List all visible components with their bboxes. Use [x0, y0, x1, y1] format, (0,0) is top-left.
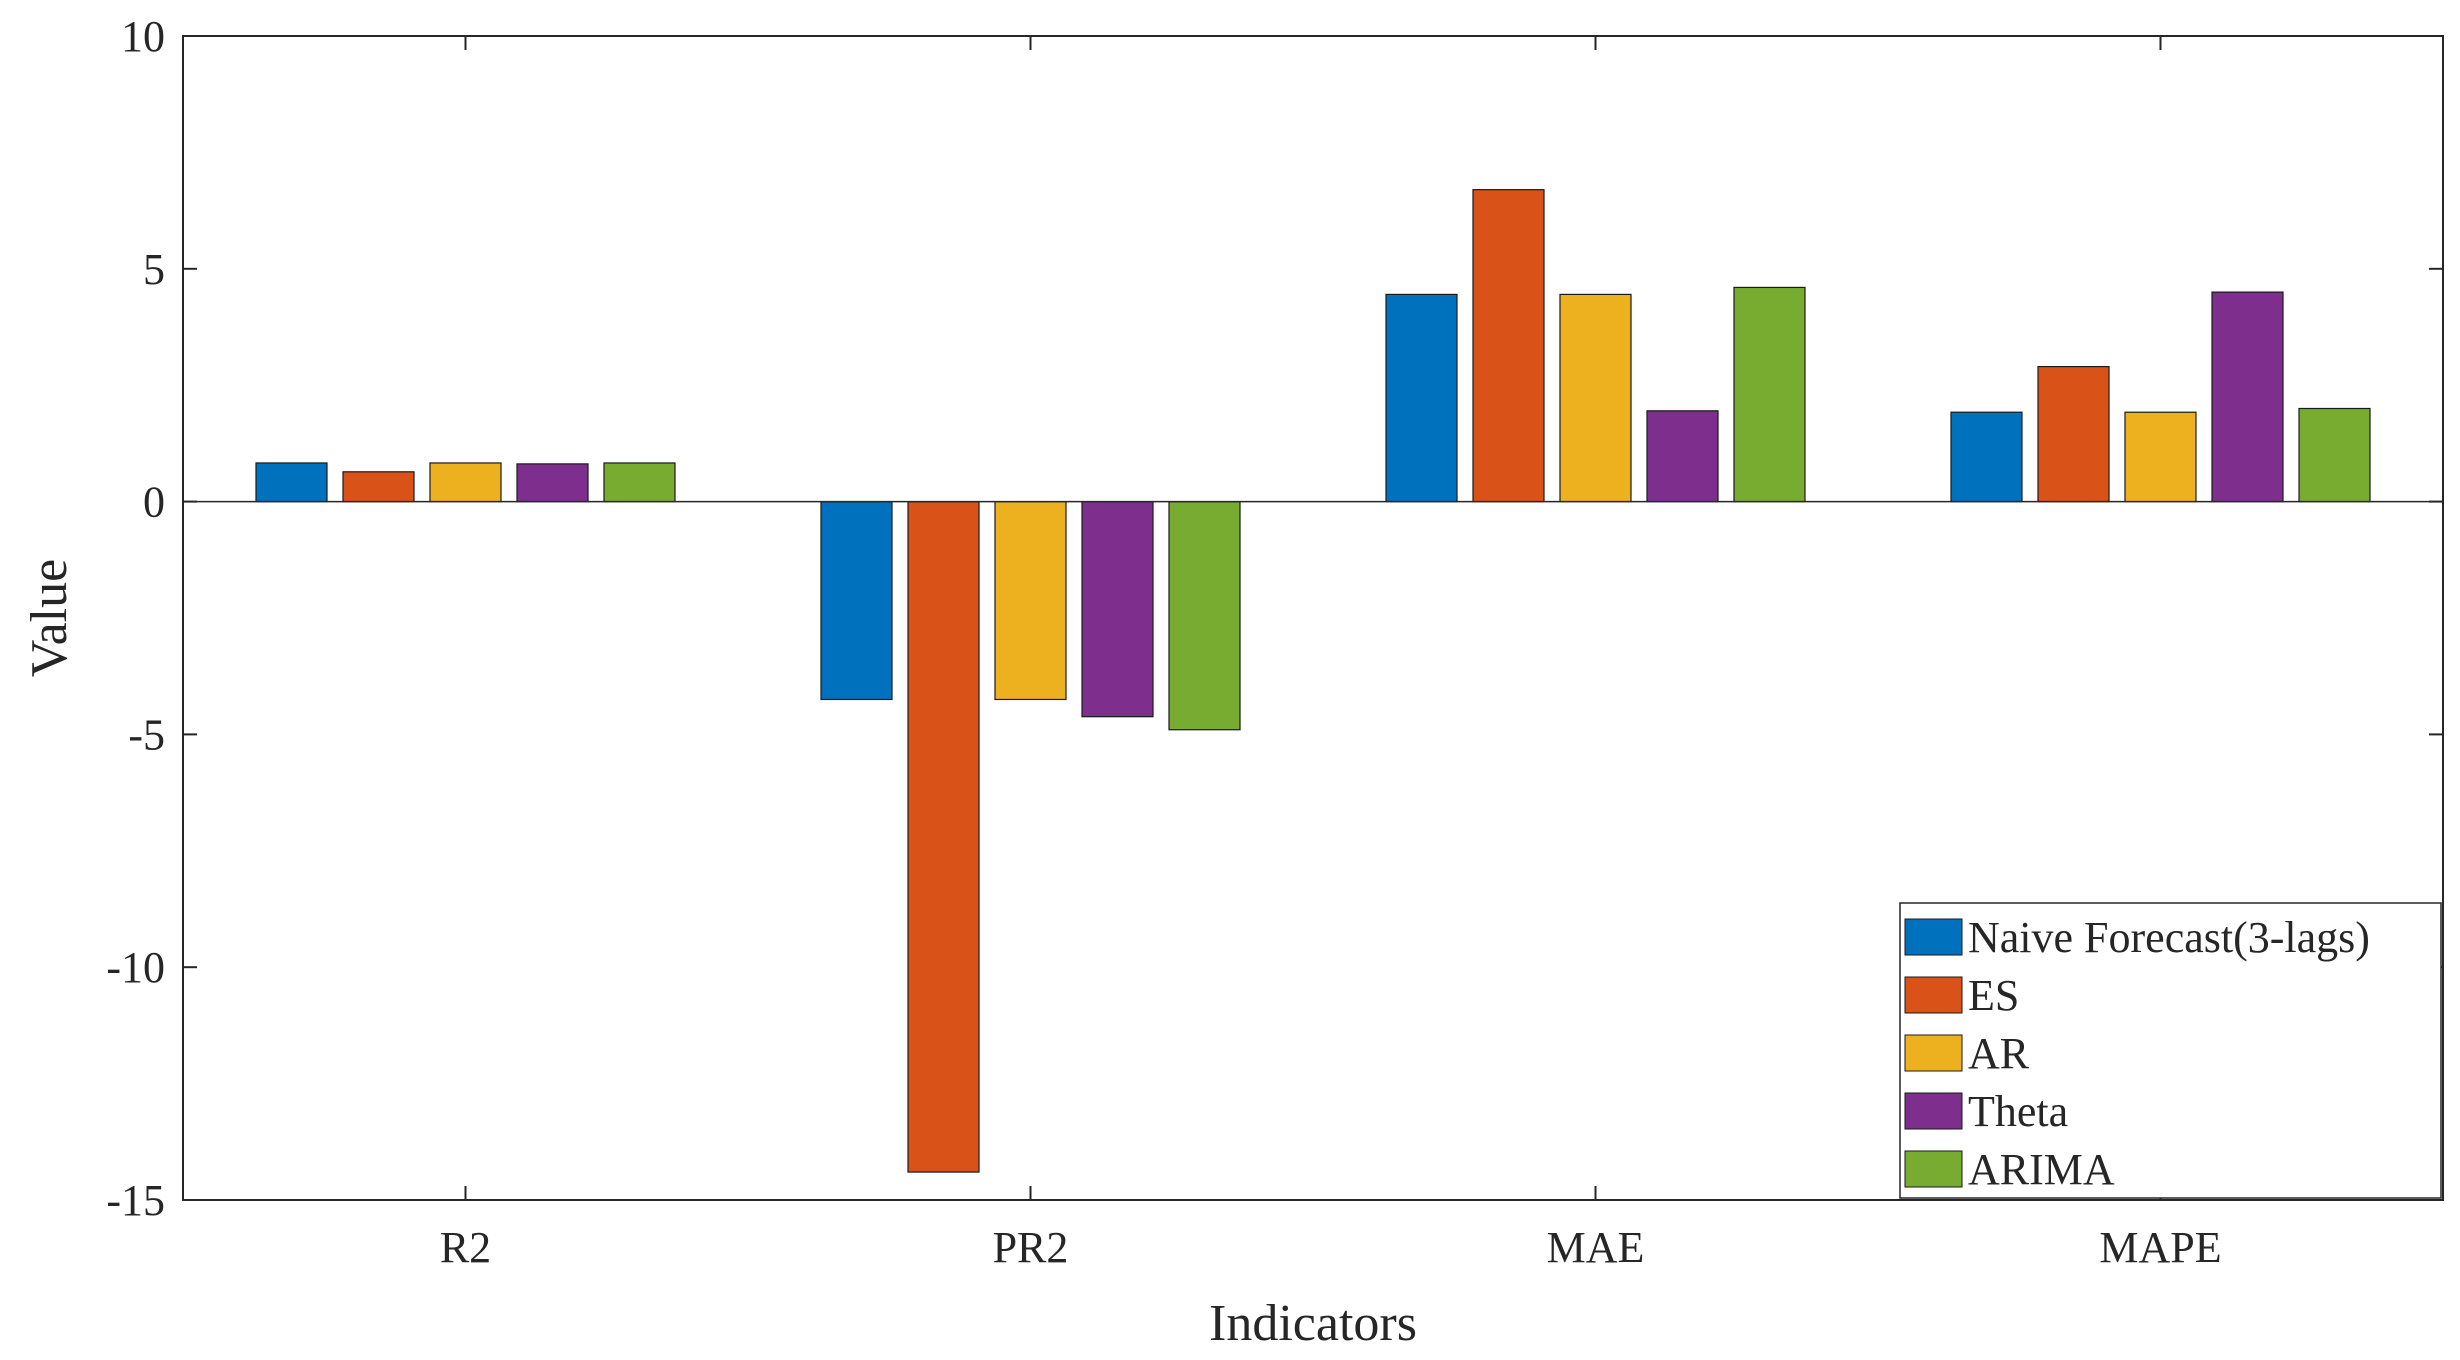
- bar-es-mae: [1472, 189, 1545, 503]
- bar-theta-mae: [1646, 410, 1719, 503]
- bar-ar-pr2: [994, 501, 1067, 701]
- y-axis-label: Value: [21, 559, 78, 677]
- bar-naive-forecast-3-lags--pr2: [820, 501, 893, 701]
- legend-label: AR: [1968, 1029, 2030, 1078]
- bar-theta-mape: [2211, 291, 2284, 503]
- bar-theta-pr2: [1081, 501, 1154, 718]
- y-tick-label: -5: [128, 710, 165, 759]
- bar-ar-mape: [2124, 411, 2197, 503]
- y-tick-label: 10: [121, 12, 165, 61]
- bar-es-pr2: [907, 501, 980, 1173]
- legend-swatch: [1904, 1034, 1963, 1072]
- bar-theta-r2: [516, 463, 589, 503]
- legend-label: Naive Forecast(3-lags): [1968, 913, 2370, 962]
- bars-group: [255, 189, 2371, 1173]
- legend-label: ARIMA: [1968, 1145, 2115, 1194]
- legend-label: Theta: [1968, 1087, 2068, 1136]
- y-tick-labels: -15 -10 -5 0 5 10: [106, 12, 165, 1225]
- legend: Naive Forecast(3-lags) ES AR Theta ARIMA: [1899, 902, 2442, 1199]
- y-tick-label: -10: [106, 943, 165, 992]
- legend-box: [1899, 902, 2442, 1199]
- legend-swatch: [1904, 1092, 1963, 1130]
- bar-arima-pr2: [1168, 501, 1241, 731]
- legend-swatch: [1904, 1150, 1963, 1188]
- y-tick-label: 0: [143, 478, 165, 527]
- x-tick-label: R2: [440, 1223, 491, 1272]
- y-tick-label: -15: [106, 1176, 165, 1225]
- x-tick-label: MAPE: [2099, 1223, 2221, 1272]
- x-tick-label: PR2: [993, 1223, 1069, 1272]
- bar-arima-r2: [603, 462, 676, 503]
- legend-swatch: [1904, 976, 1963, 1014]
- bar-ar-mae: [1559, 293, 1632, 503]
- bar-naive-forecast-3-lags--mape: [1950, 411, 2023, 503]
- bar-naive-forecast-3-lags--r2: [255, 462, 328, 503]
- bar-es-mape: [2037, 365, 2110, 503]
- plot-area-frame: [182, 35, 2444, 1201]
- bar-arima-mape: [2298, 407, 2371, 503]
- y-tick-label: 5: [143, 245, 165, 294]
- x-axis-label: Indicators: [1209, 1295, 1417, 1352]
- bar-es-r2: [342, 471, 415, 503]
- bar-ar-r2: [429, 462, 502, 503]
- axis-ticks: [183, 35, 2443, 1201]
- legend-label: ES: [1968, 971, 2019, 1020]
- bar-naive-forecast-3-lags--mae: [1385, 293, 1458, 503]
- x-tick-labels: R2 PR2 MAE MAPE: [440, 1223, 2222, 1272]
- bar-arima-mae: [1733, 286, 1806, 503]
- x-tick-label: MAE: [1547, 1223, 1645, 1272]
- legend-swatch: [1904, 918, 1963, 956]
